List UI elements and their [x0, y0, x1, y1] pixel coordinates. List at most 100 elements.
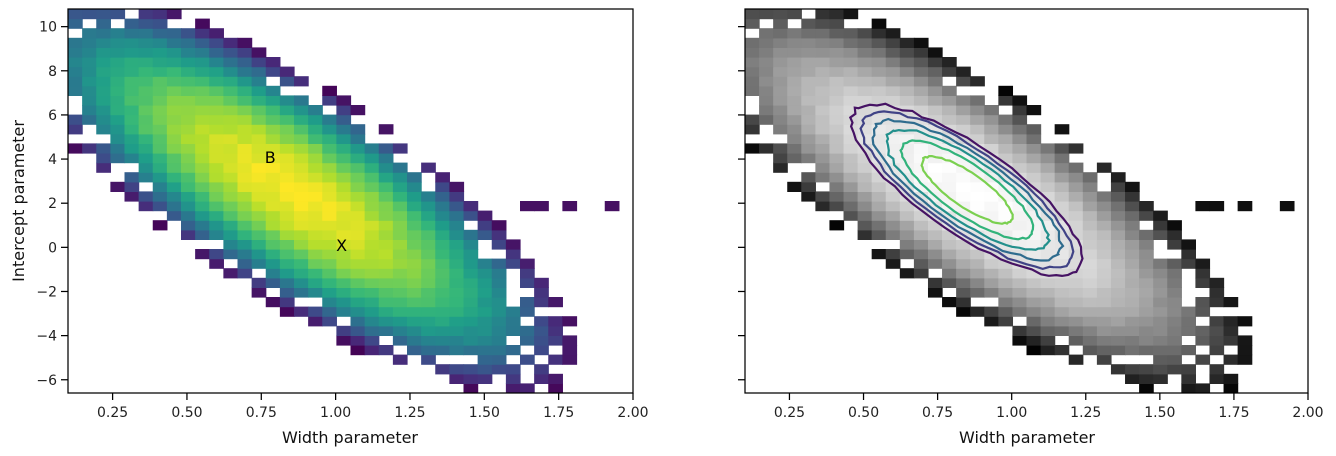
histogram-cell: [435, 325, 450, 336]
histogram-cell: [364, 258, 380, 269]
histogram-cell: [801, 76, 816, 87]
histogram-cell: [913, 181, 929, 192]
histogram-cell: [166, 181, 182, 192]
histogram-cell: [534, 325, 549, 336]
histogram-cell: [871, 105, 887, 116]
histogram-cell: [110, 28, 126, 39]
histogram-cell: [913, 172, 929, 183]
histogram-cell: [927, 172, 943, 183]
histogram-cell: [378, 124, 394, 135]
histogram-cell: [505, 306, 521, 317]
histogram-cell: [392, 297, 408, 308]
histogram-cell: [927, 220, 943, 231]
histogram-cell: [787, 37, 802, 48]
histogram-cell: [491, 364, 507, 375]
histogram-cell: [801, 133, 816, 144]
histogram-cell: [956, 191, 971, 202]
histogram-cell: [829, 162, 845, 173]
histogram-cell: [265, 114, 281, 125]
histogram-cell: [829, 191, 845, 202]
histogram-cell: [956, 114, 971, 125]
histogram-cell: [1167, 306, 1182, 317]
histogram-cell: [237, 249, 253, 260]
histogram-cell: [378, 210, 394, 221]
histogram-cell: [899, 201, 915, 212]
histogram-cell: [209, 191, 224, 202]
histogram-cell: [96, 114, 111, 125]
histogram-cell: [407, 201, 422, 212]
histogram-cell: [265, 57, 281, 68]
histogram-cell: [181, 105, 196, 116]
histogram-cell: [759, 57, 774, 68]
histogram-cell: [998, 172, 1014, 183]
histogram-cell: [871, 162, 887, 173]
histogram-cell: [801, 37, 816, 48]
histogram-cell: [1096, 258, 1112, 269]
histogram-cell: [1223, 383, 1239, 393]
histogram-cell: [1040, 297, 1056, 308]
histogram-cell: [857, 172, 873, 183]
histogram-cell: [223, 181, 239, 192]
histogram-cell: [773, 18, 788, 29]
histogram-cell: [1054, 287, 1070, 298]
histogram-cell: [815, 37, 831, 48]
histogram-cell: [322, 287, 337, 298]
histogram-cell: [279, 201, 295, 212]
histogram-cell: [265, 66, 281, 77]
histogram-cell: [279, 133, 295, 144]
histogram-cell: [1153, 268, 1168, 279]
histogram-cell: [773, 66, 788, 77]
histogram-cell: [998, 220, 1014, 231]
histogram-cell: [1026, 249, 1042, 260]
histogram-cell: [279, 210, 295, 221]
histogram-cell: [801, 114, 816, 125]
histogram-cell: [1125, 229, 1140, 240]
histogram-cell: [209, 210, 224, 221]
histogram-cell: [407, 306, 422, 317]
histogram-cell: [364, 220, 380, 231]
histogram-cell: [998, 316, 1014, 327]
histogram-cell: [857, 47, 873, 58]
histogram-cell: [871, 229, 887, 240]
histogram-cell: [350, 239, 366, 250]
histogram-cell: [1068, 316, 1084, 327]
histogram-cell: [913, 37, 929, 48]
histogram-cell: [1068, 201, 1084, 212]
histogram-cell: [1012, 201, 1028, 212]
x-tick-label: 2.00: [617, 405, 648, 421]
histogram-cell: [1153, 345, 1168, 356]
histogram-cell: [1040, 239, 1056, 250]
histogram-cell: [956, 258, 971, 269]
histogram-cell: [124, 124, 140, 135]
histogram-cell: [1110, 345, 1126, 356]
x-tick-label: 1.00: [996, 405, 1027, 421]
histogram-cell: [773, 124, 788, 135]
histogram-cell: [1082, 258, 1098, 269]
histogram-cell: [843, 37, 859, 48]
left-x-axis-label: Width parameter: [282, 428, 418, 447]
histogram-cell: [463, 268, 479, 279]
histogram-cell: [899, 220, 915, 231]
histogram-cell: [745, 76, 760, 87]
histogram-cell: [534, 297, 549, 308]
histogram-cell: [223, 239, 239, 250]
histogram-cell: [1195, 297, 1211, 308]
histogram-cell: [477, 364, 493, 375]
histogram-cell: [124, 18, 140, 29]
histogram-cell: [942, 297, 957, 308]
histogram-cell: [1096, 268, 1112, 279]
histogram-cell: [562, 354, 578, 365]
histogram-cell: [237, 191, 253, 202]
histogram-cell: [166, 201, 182, 212]
histogram-cell: [899, 210, 915, 221]
histogram-cell: [857, 76, 873, 87]
histogram-cell: [152, 28, 168, 39]
histogram-cell: [1054, 345, 1070, 356]
histogram-cell: [1139, 383, 1154, 393]
histogram-cell: [152, 9, 168, 20]
histogram-cell: [223, 133, 239, 144]
histogram-cell: [407, 249, 422, 260]
histogram-cell: [209, 105, 224, 116]
histogram-cell: [1040, 191, 1056, 202]
histogram-cell: [407, 335, 422, 346]
